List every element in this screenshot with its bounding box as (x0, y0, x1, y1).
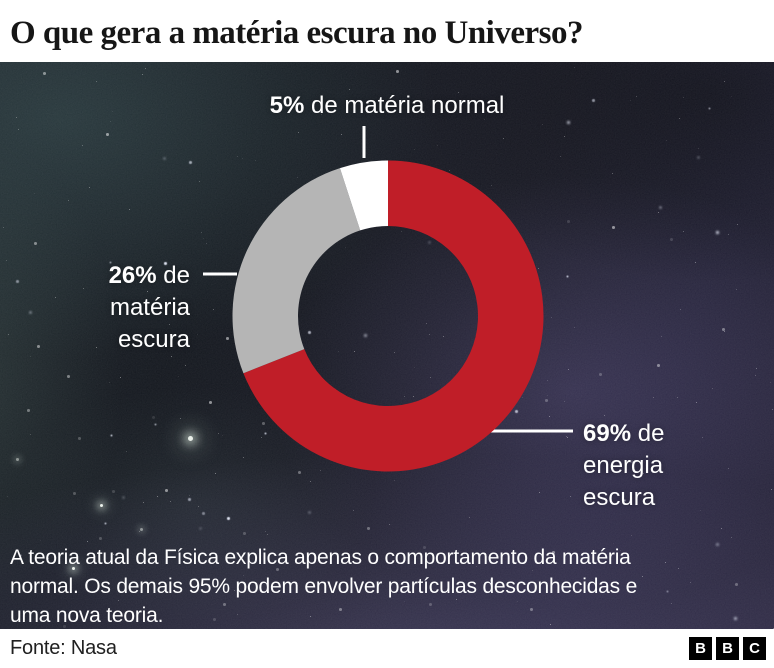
header: O que gera a matéria escura no Universo? (0, 0, 774, 62)
caption: A teoria atual da Física explica apenas … (10, 546, 638, 627)
chart-title: O que gera a matéria escura no Universo? (10, 14, 584, 51)
label-energia-escura-pct: 69% (583, 420, 632, 447)
donut-slices (232, 160, 544, 472)
donut-slice-materia-normal (339, 160, 388, 231)
bbc-logo-block-1: B (689, 637, 712, 660)
label-materia-normal-text: de matéria normal (304, 92, 505, 119)
label-materia-escura: 26% de matéria escura (0, 260, 190, 356)
space-scene: 5% de matéria normal 26% de matéria escu… (0, 62, 774, 629)
donut-slice-energia-escura (243, 160, 544, 472)
label-energia-escura: 69% de energia escura (583, 418, 664, 514)
label-materia-escura-text: de matéria escura (109, 262, 190, 353)
bbc-logo-block-2: B (716, 637, 739, 660)
bbc-logo-block-3: C (743, 637, 766, 660)
footer: Fonte: Nasa B B C (0, 629, 774, 668)
source-label: Fonte: Nasa (10, 637, 117, 659)
label-materia-normal: 5% de matéria normal (0, 92, 774, 120)
label-energia-escura-text: de energia escura (583, 420, 665, 511)
bbc-logo: B B C (689, 637, 766, 660)
label-materia-normal-pct: 5% (269, 92, 305, 119)
label-materia-escura-pct: 26% (108, 262, 157, 289)
donut-slice-materia-escura (232, 168, 361, 374)
donut-chart (203, 126, 573, 472)
